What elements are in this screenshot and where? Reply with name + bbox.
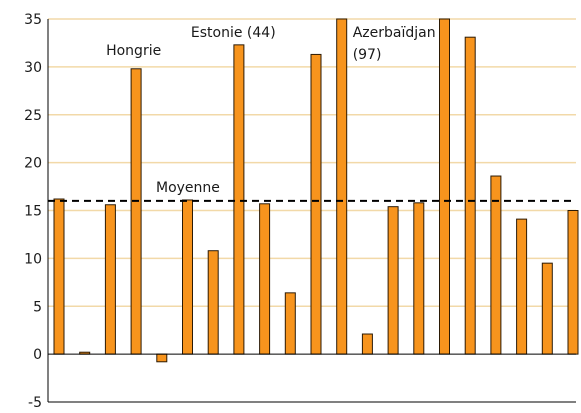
y-tick-labels: -5 0 5 10 15 20 25 30 35 [24,12,42,411]
y-tick-label: 25 [24,108,42,124]
bar [284,292,296,355]
bar [516,218,528,355]
bar [310,53,322,355]
annotation-azerbaidjan: Azerbaïdjan [353,25,436,41]
bar [207,250,219,355]
y-tick-label: 5 [33,299,42,315]
bar [259,203,271,355]
bar [567,210,579,355]
bar [541,262,553,355]
bar [439,18,450,355]
y-tick-label: 20 [24,156,42,172]
annotation-estonie: Estonie (44) [191,25,276,41]
annotation-azerbaidjan-value: (97) [353,47,382,63]
y-tick-label: 0 [33,347,42,363]
y-tick-label: 30 [24,60,42,76]
bar [413,202,425,355]
bar [361,333,373,355]
y-tick-label: 15 [24,204,42,220]
average-label: Moyenne [156,180,220,196]
axes [47,19,576,403]
y-tick-label: -5 [28,395,42,411]
y-tick-label: 10 [24,251,42,267]
bar [233,44,245,355]
bar [53,198,65,355]
bar [387,206,399,355]
bar [336,18,348,355]
bar [130,68,142,355]
y-tick-label: 35 [24,12,42,28]
bar [464,36,476,355]
bar [156,353,168,363]
annotation-hongrie: Hongrie [106,43,161,59]
bar [104,204,116,355]
bar [182,199,193,355]
bar [490,175,502,355]
bars [53,18,579,363]
